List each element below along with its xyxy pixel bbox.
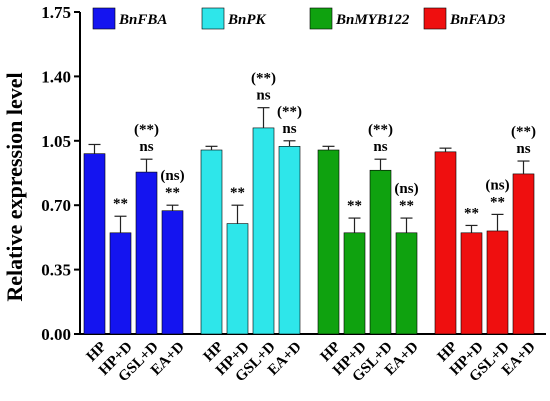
bar — [161, 210, 184, 335]
legend-swatch — [309, 7, 333, 30]
legend-swatch — [92, 7, 116, 30]
significance-label: (**) — [251, 71, 276, 87]
y-tick-label: 0.00 — [41, 325, 71, 344]
legend: BnFBA BnPK BnMYB122 BnFAD3 — [92, 7, 506, 30]
bar — [109, 232, 132, 335]
significance-label: (ns) — [485, 177, 509, 193]
significance-label: ns — [516, 141, 530, 157]
significance-label: (ns) — [394, 181, 418, 197]
significance-label: (ns) — [160, 168, 184, 184]
legend-label: BnFAD3 — [449, 12, 506, 28]
significance-label: ns — [256, 88, 270, 104]
bar — [252, 127, 275, 335]
significance-label: (**) — [134, 122, 159, 138]
legend-label: BnPK — [227, 12, 267, 28]
y-tick-label: 1.40 — [41, 67, 71, 86]
y-tick-label: 0.70 — [41, 196, 71, 215]
bars-layer: **ns(**)**(ns)**ns(**)ns(**)**ns(**)**(n… — [83, 71, 536, 335]
y-axis-label: Relative expression level — [2, 72, 27, 301]
bar — [317, 149, 340, 335]
significance-label: ** — [230, 185, 245, 201]
bar — [343, 232, 366, 335]
significance-label: ** — [399, 198, 414, 214]
bar — [369, 169, 392, 335]
y-tick-label: 1.05 — [41, 132, 71, 151]
bar — [512, 173, 535, 335]
significance-label: ** — [113, 196, 128, 212]
bar — [135, 171, 158, 335]
significance-label: ** — [490, 194, 505, 210]
legend-swatch — [423, 7, 447, 30]
significance-label: ** — [347, 198, 362, 214]
significance-label: ns — [139, 139, 153, 155]
significance-label: (**) — [368, 122, 393, 138]
legend-label: BnFBA — [118, 12, 167, 28]
bar — [226, 223, 249, 335]
y-tick-label: 0.35 — [41, 261, 71, 280]
significance-label: ns — [373, 139, 387, 155]
bar — [486, 230, 509, 335]
legend-label: BnMYB122 — [335, 12, 410, 28]
y-axis: 0.00 0.35 0.70 1.05 1.40 1.75 — [41, 3, 546, 344]
bar — [83, 153, 106, 335]
bar — [200, 149, 223, 335]
y-tick-label: 1.75 — [41, 3, 71, 22]
significance-label: (**) — [277, 104, 302, 120]
significance-label: ** — [464, 205, 479, 221]
bar — [278, 146, 301, 335]
significance-label: ** — [165, 185, 180, 201]
significance-label: ns — [282, 121, 296, 137]
bar — [460, 232, 483, 335]
bar — [395, 232, 418, 335]
bar — [434, 151, 457, 335]
significance-label: (**) — [511, 124, 536, 140]
legend-swatch — [201, 7, 225, 30]
